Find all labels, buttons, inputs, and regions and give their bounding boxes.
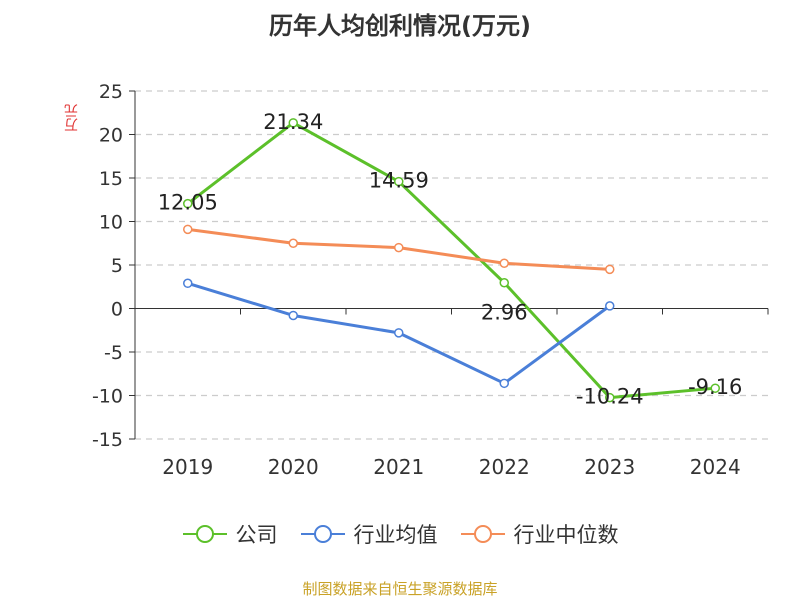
legend-label: 行业均值: [353, 523, 438, 547]
data-label: -9.16: [688, 375, 742, 399]
legend-item[interactable]: 公司: [182, 519, 278, 549]
series-line: [186, 121, 716, 400]
legend-item[interactable]: 行业中位数: [460, 519, 619, 549]
data-point: [499, 378, 509, 389]
legend-marker-icon: [182, 525, 227, 543]
data-point: [499, 277, 509, 288]
data-point: [710, 383, 720, 393]
y-tick-label: -5: [104, 342, 123, 364]
data-point: [394, 176, 404, 187]
x-tick-label: 2022: [479, 455, 530, 479]
y-tick-label: -15: [92, 429, 123, 451]
y-tick-label: 10: [99, 212, 123, 234]
x-tick-label: 2021: [373, 455, 424, 479]
y-tick-label: 25: [99, 81, 123, 103]
data-label: 14.59: [369, 169, 429, 193]
x-tick-label: 2024: [690, 455, 741, 479]
y-tick-label: 0: [111, 299, 123, 321]
data-point: [183, 198, 193, 209]
data-point: [288, 118, 298, 128]
legend-marker-icon: [460, 525, 505, 543]
data-label: 2.96: [481, 301, 528, 325]
y-tick-label: 15: [99, 168, 123, 190]
x-tick-label: 2020: [268, 455, 319, 479]
data-point: [605, 301, 615, 311]
legend-label: 行业中位数: [513, 523, 619, 547]
data-point: [499, 258, 509, 269]
chart-title: 历年人均创利情况(万元): [269, 12, 531, 40]
data-point: [605, 264, 615, 275]
y-tick-label: 5: [111, 255, 123, 277]
data-point: [394, 242, 404, 253]
data-label: 21.34: [263, 110, 323, 134]
legend-marker-icon: [300, 525, 345, 543]
x-tick-label: 2019: [162, 455, 213, 479]
data-point: [288, 310, 298, 321]
legend: 公司 行业均值 行业中位数: [0, 519, 800, 549]
legend-label: 公司: [235, 523, 278, 547]
data-point: [394, 328, 404, 338]
data-point: [288, 238, 298, 248]
x-tick-label: 2023: [584, 455, 635, 479]
data-label: -10.24: [576, 385, 644, 409]
y-tick-label: -10: [92, 386, 123, 408]
data-label: 12.05: [158, 191, 218, 215]
y-tick-label: 20: [99, 125, 123, 147]
source-note: 制图数据来自恒生聚源数据库: [302, 580, 498, 598]
data-point: [183, 278, 193, 289]
data-point: [605, 392, 615, 403]
legend-item[interactable]: 行业均值: [300, 519, 438, 549]
data-point: [183, 224, 193, 235]
